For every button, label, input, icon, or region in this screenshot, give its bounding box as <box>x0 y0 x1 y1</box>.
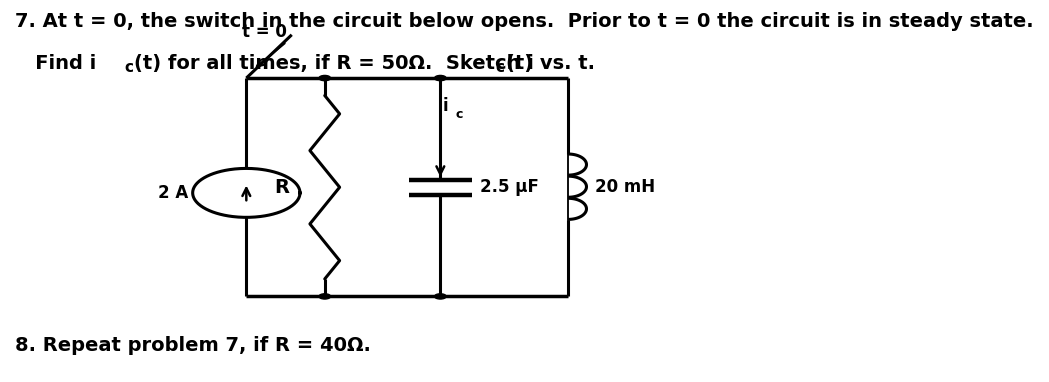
Text: t = 0: t = 0 <box>242 23 287 41</box>
Circle shape <box>434 75 446 81</box>
Text: Find i: Find i <box>15 53 97 73</box>
Text: 2.5 μF: 2.5 μF <box>480 178 539 196</box>
Text: 2 A: 2 A <box>158 184 189 202</box>
Text: c: c <box>496 60 505 75</box>
Circle shape <box>434 294 446 299</box>
Text: (t) vs. t.: (t) vs. t. <box>506 53 595 73</box>
Text: 8. Repeat problem 7, if R = 40Ω.: 8. Repeat problem 7, if R = 40Ω. <box>15 336 371 355</box>
Text: c: c <box>124 60 133 75</box>
Text: 20 mH: 20 mH <box>595 178 655 196</box>
Circle shape <box>319 294 330 299</box>
Circle shape <box>319 75 330 81</box>
Text: c: c <box>455 108 463 121</box>
Text: (t) for all times, if R = 50Ω.  Sketch i: (t) for all times, if R = 50Ω. Sketch i <box>134 53 534 73</box>
Text: 7. At t = 0, the switch in the circuit below opens.  Prior to t = 0 the circuit : 7. At t = 0, the switch in the circuit b… <box>15 12 1033 31</box>
Text: i: i <box>443 97 448 115</box>
Text: R: R <box>274 178 290 197</box>
